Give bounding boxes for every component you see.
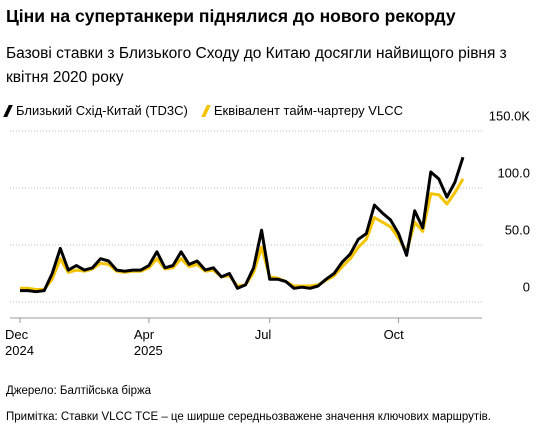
x-tick-label: Oct <box>383 327 404 342</box>
x-tick-label: Dec 2024 <box>5 327 34 358</box>
y-tick-label: 100.0 <box>497 165 530 180</box>
source: Джерело: Балтійська біржа <box>6 385 152 397</box>
chart-subtitle: Базові ставки з Близького Сходу до Китаю… <box>6 45 507 86</box>
legend-item: Близький Схід-Китай (TD3C) <box>3 103 188 118</box>
line-series <box>20 178 465 291</box>
legend-label: Еквівалент тайм-чартеру VLCC <box>213 103 403 118</box>
chart-title: Ціни на супертанкери піднялися до нового… <box>6 6 456 26</box>
y-tick-label: 0 <box>523 279 530 294</box>
x-tick-label: Apr 2025 <box>133 327 163 358</box>
legend: Близький Схід-Китай (TD3C) Еквівалент тай… <box>3 103 403 118</box>
note: Примітка: Ставки VLCC TCE – це ширше сер… <box>6 411 491 423</box>
y-tick-label: 150.0K <box>489 108 531 123</box>
y-tick-label: 50.0 <box>505 222 530 237</box>
line-series <box>20 156 465 294</box>
legend-label: Близький Схід-Китай (TD3C) <box>16 103 188 118</box>
legend-item: Еквівалент тайм-чартеру VLCC <box>201 103 403 118</box>
x-tick-label: Jul <box>254 327 272 342</box>
